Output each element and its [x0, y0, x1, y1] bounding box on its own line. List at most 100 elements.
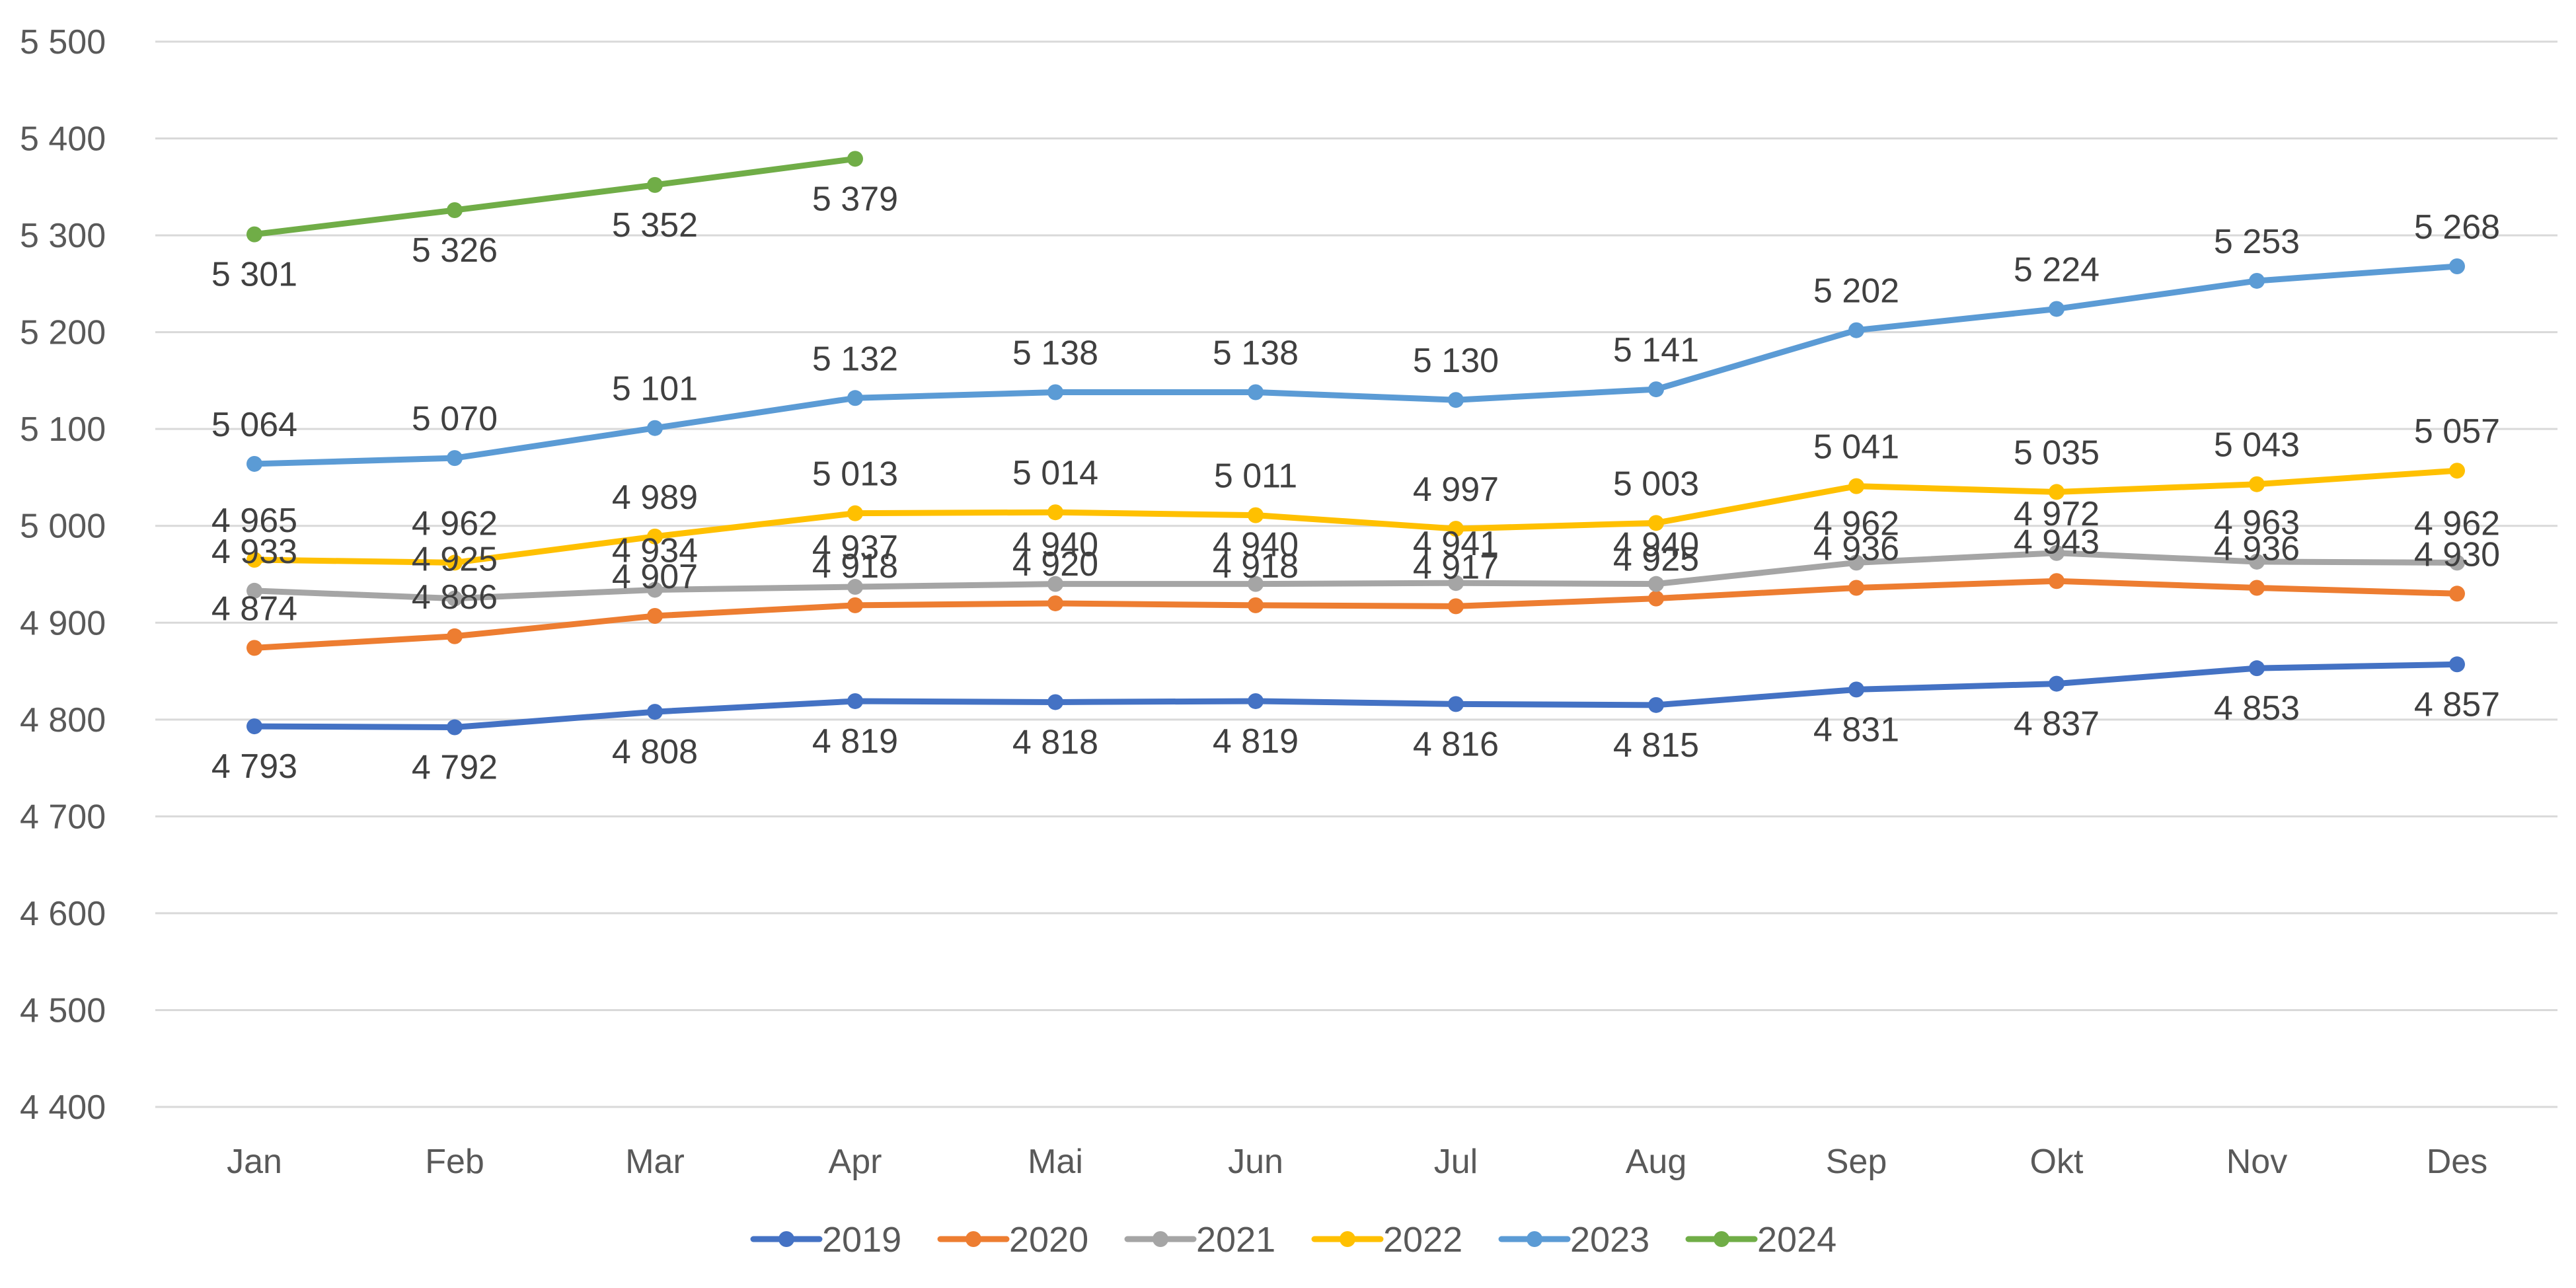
legend-marker-2019: [778, 1231, 794, 1247]
data-point-2019: [246, 718, 262, 735]
y-tick-label: 5 300: [20, 217, 106, 255]
series-line-2023: [251, 263, 2460, 467]
data-label-2021: 4 962: [2414, 504, 2500, 543]
data-point-2021: [1248, 576, 1264, 592]
data-point-2023: [447, 450, 463, 467]
data-point-2019: [847, 693, 863, 709]
y-tick-label: 5 200: [20, 314, 106, 352]
legend-label-2023: 2023: [1570, 1220, 1649, 1260]
data-label-2020: 4 874: [211, 589, 297, 628]
legend-marker-2023: [1527, 1231, 1542, 1247]
data-label-2022: 4 997: [1413, 471, 1499, 509]
data-label-2022: 5 011: [1214, 457, 1297, 496]
y-tick-label: 4 400: [20, 1088, 106, 1127]
legend-label-2021: 2021: [1196, 1220, 1275, 1260]
data-point-2019: [2249, 660, 2265, 677]
data-point-2021: [2449, 554, 2465, 571]
data-point-2019: [2049, 675, 2065, 692]
data-label-2019: 4 792: [412, 749, 498, 787]
legend-label-2024: 2024: [1757, 1220, 1837, 1260]
data-label-2024: 5 326: [412, 231, 498, 270]
series-line-2020: [251, 578, 2460, 651]
data-label-2021: 4 937: [812, 529, 898, 567]
data-label-2020: 4 920: [1012, 545, 1098, 584]
data-label-2020: 4 917: [1413, 548, 1499, 586]
data-point-2019: [2449, 656, 2465, 673]
series-line-2021: [251, 550, 2460, 602]
data-label-2023: 5 070: [412, 400, 498, 438]
data-label-2019: 4 819: [1213, 722, 1299, 761]
data-point-2021: [1047, 576, 1063, 592]
data-label-2020: 4 918: [812, 547, 898, 586]
series-line-2024: [251, 155, 858, 238]
data-label-2023: 5 064: [211, 406, 297, 444]
data-label-2021: 4 940: [1012, 526, 1098, 564]
data-point-2021: [1448, 575, 1464, 591]
y-tick-label: 4 700: [20, 798, 106, 836]
data-label-2022: 4 962: [412, 504, 498, 543]
data-label-2023: 5 202: [1813, 272, 1899, 311]
y-tick-label: 5 500: [20, 23, 106, 61]
data-label-2021: 4 940: [1213, 526, 1299, 564]
data-label-2021: 4 940: [1613, 526, 1699, 564]
data-label-2023: 5 253: [2214, 223, 2300, 261]
data-point-2022: [2249, 476, 2265, 492]
y-tick-label: 4 600: [20, 895, 106, 933]
data-label-2020: 4 886: [412, 578, 498, 617]
data-label-2019: 4 831: [1813, 710, 1899, 749]
series-line-2022: [251, 467, 2460, 566]
data-label-2023: 5 138: [1213, 334, 1299, 372]
data-point-2020: [1648, 590, 1664, 607]
data-point-2019: [1047, 694, 1063, 710]
data-point-2021: [2049, 545, 2065, 561]
data-point-2021: [447, 590, 463, 607]
data-point-2023: [2049, 301, 2065, 317]
data-point-2019: [1648, 697, 1664, 713]
data-point-2023: [246, 455, 262, 472]
data-label-2020: 4 918: [1213, 547, 1299, 586]
x-tick-label: Des: [2427, 1143, 2487, 1181]
gridlines: [155, 40, 2557, 1108]
data-point-2022: [1248, 507, 1264, 523]
data-point-2020: [847, 597, 863, 613]
data-point-2021: [246, 582, 262, 599]
data-point-2020: [1848, 580, 1864, 596]
data-point-2022: [1648, 515, 1664, 531]
data-label-2021: 4 972: [2014, 495, 2100, 533]
x-tick-label: Jan: [227, 1143, 282, 1181]
data-point-2019: [1248, 693, 1264, 709]
data-point-2022: [246, 552, 262, 568]
data-label-2020: 4 936: [2214, 530, 2300, 568]
data-label-2019: 4 853: [2214, 689, 2300, 728]
x-axis-tick-labels: Jan Feb Mar Apr Mai Jun Jul Aug Sep Okt Nov Des: [227, 1143, 2487, 1181]
data-label-2020: 4 907: [612, 558, 698, 596]
data-point-2023: [1047, 384, 1063, 400]
data-label-2022: 5 041: [1813, 428, 1899, 467]
data-label-2023: 5 141: [1613, 331, 1699, 369]
data-point-2020: [246, 640, 262, 656]
data-point-2020: [2049, 573, 2065, 589]
series-line-2019: [251, 661, 2460, 731]
data-label-2019: 4 837: [2014, 705, 2100, 743]
data-point-2020: [1248, 597, 1264, 613]
data-point-2022: [2049, 484, 2065, 500]
legend-label-2019: 2019: [822, 1220, 901, 1260]
y-tick-label: 4 800: [20, 701, 106, 739]
data-point-2024: [647, 176, 663, 193]
data-point-2023: [1448, 392, 1464, 408]
data-point-2024: [447, 202, 463, 218]
x-tick-label: Apr: [829, 1143, 882, 1181]
data-label-2019: 4 793: [211, 747, 297, 786]
data-label-2019: 4 818: [1012, 723, 1098, 761]
data-label-2024: 5 301: [211, 256, 297, 294]
x-tick-label: Aug: [1626, 1143, 1687, 1181]
data-point-2020: [2449, 586, 2465, 602]
legend: 2019 2020 2021 2022 2023 2024: [750, 1220, 1837, 1260]
data-label-2020: 4 936: [1813, 530, 1899, 568]
y-tick-label: 4 500: [20, 991, 106, 1030]
data-label-2021: 4 934: [612, 531, 698, 570]
data-point-2022: [1448, 521, 1464, 537]
data-point-2022: [447, 554, 463, 571]
x-tick-label: Sep: [1826, 1143, 1887, 1181]
data-point-2021: [2249, 553, 2265, 570]
